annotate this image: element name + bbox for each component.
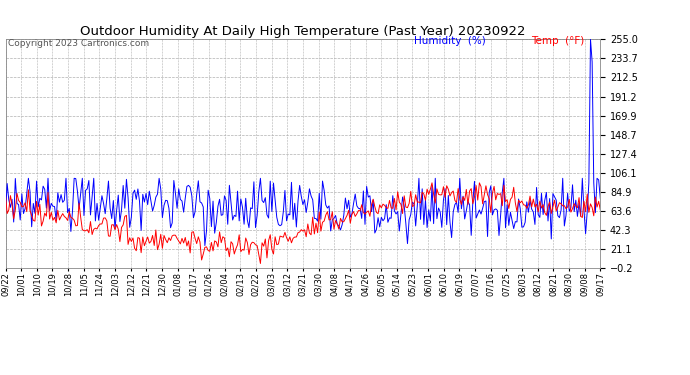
Text: Temp  (°F): Temp (°F) (531, 36, 584, 46)
Text: Humidity  (%): Humidity (%) (414, 36, 486, 46)
Title: Outdoor Humidity At Daily High Temperature (Past Year) 20230922: Outdoor Humidity At Daily High Temperatu… (80, 25, 526, 38)
Text: Copyright 2023 Cartronics.com: Copyright 2023 Cartronics.com (8, 39, 150, 48)
